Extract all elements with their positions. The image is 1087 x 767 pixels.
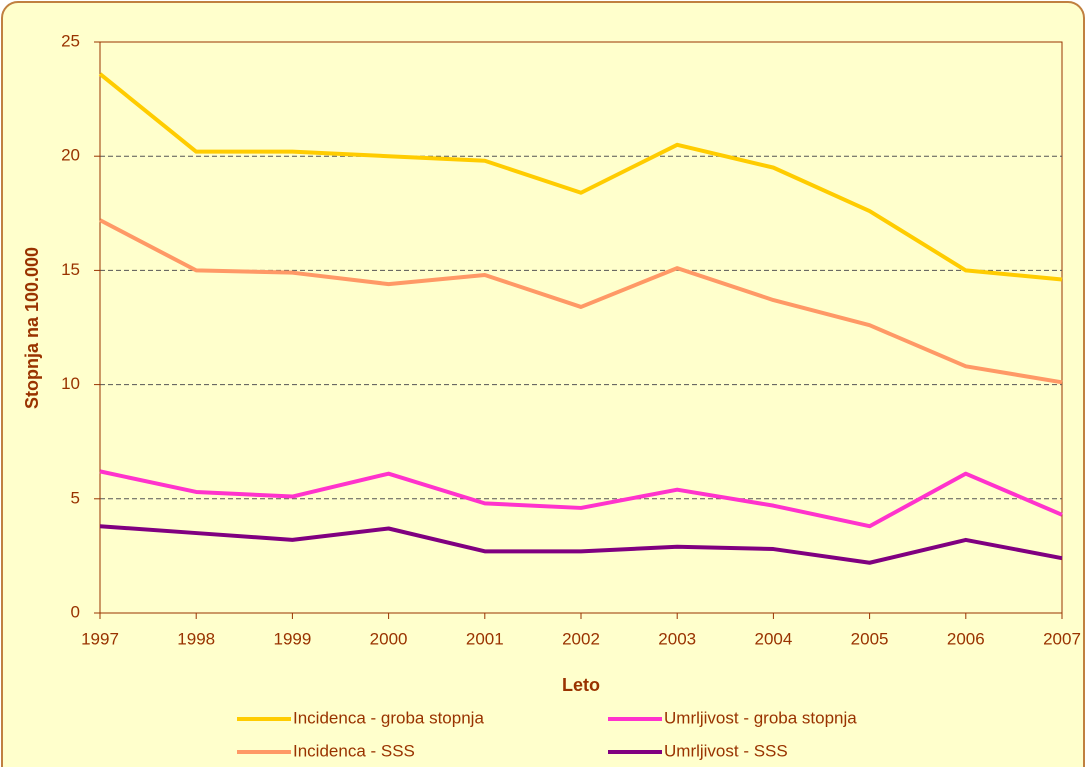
y-tick-label: 10 — [61, 374, 80, 393]
x-axis-title: Leto — [562, 675, 600, 695]
x-tick-label: 2004 — [754, 629, 792, 648]
y-tick-label: 15 — [61, 260, 80, 279]
y-tick-label: 5 — [71, 488, 80, 507]
x-tick-label: 1999 — [273, 629, 311, 648]
legend-label: Umrljivost - SSS — [664, 741, 788, 760]
legend-label: Umrljivost - groba stopnja — [664, 708, 857, 727]
x-tick-label: 2003 — [658, 629, 696, 648]
line-series — [99, 218, 1063, 385]
legend-label: Incidenca - groba stopnja — [293, 708, 484, 727]
y-tick-label: 0 — [71, 602, 80, 621]
legend-label: Incidenca - SSS — [293, 741, 415, 760]
x-tick-label: 2006 — [947, 629, 985, 648]
x-tick-label: 2007 — [1043, 629, 1081, 648]
x-tick-label: 2001 — [466, 629, 504, 648]
y-tick-label: 20 — [61, 146, 80, 165]
x-tick-label: 1998 — [177, 629, 215, 648]
line-series — [99, 524, 1063, 565]
x-tick-label: 2005 — [851, 629, 889, 648]
line-series — [98, 72, 1063, 282]
x-tick-label: 2000 — [370, 629, 408, 648]
x-tick-label: 2002 — [562, 629, 600, 648]
line-series — [99, 469, 1063, 529]
y-axis-title: Stopnja na 100.000 — [22, 247, 42, 409]
x-tick-label: 1997 — [81, 629, 119, 648]
y-tick-label: 25 — [61, 31, 80, 50]
